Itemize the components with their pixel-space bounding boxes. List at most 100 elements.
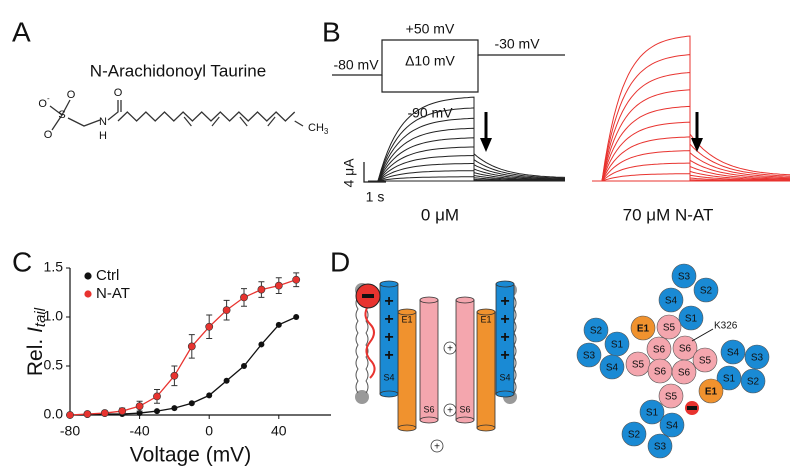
bond [67,117,101,127]
data-point [153,392,161,401]
legend-label: N-AT [96,285,130,302]
y-tick-label: 1.5 [44,259,64,275]
helix-cap [419,296,439,304]
residue-label: K326 [714,321,738,332]
legend-label: Ctrl [96,267,119,284]
scale-label: 1 s [366,189,385,205]
legend-marker [84,272,92,280]
molecule-name: N-Arachidonoyl Taurine [90,61,266,80]
data-point [293,314,300,320]
segment-label: S3 [583,351,596,362]
data-point [171,405,178,412]
subunit-segment [693,277,719,303]
helix-cap [495,390,515,398]
ion-charge: + [447,344,453,355]
data-point [83,410,92,418]
segment-label: S3 [751,353,764,364]
segment-label: S2 [747,377,760,388]
atom-label: H [99,130,107,142]
helix-label: S4 [383,372,394,382]
segment-label: S4 [666,421,679,432]
text-part: Rel. [24,333,47,376]
data-point [100,409,109,417]
caption: 0 μM [421,205,459,224]
scale-label: 4 μA [341,158,357,188]
panel-letter: C [12,246,32,277]
data-point [222,306,231,315]
segment-label: S2 [628,430,641,441]
helix-label: S4 [499,372,510,382]
subunit-segment [716,365,742,391]
subunit-segment [692,347,718,373]
helix-cap [495,280,515,288]
protocol-label: +50 mV [406,21,455,37]
y-tick-label: 1.0 [44,308,64,324]
subunit-segment [740,368,766,394]
series-line [70,316,297,416]
atom-label: N [99,116,107,128]
panel-letter: D [330,246,350,277]
text-part: O [38,98,47,110]
text-part: O [67,89,76,101]
segment-label: S6 [654,367,667,378]
y-axis-label: Rel. Itail [24,307,49,376]
charge: + [500,293,509,310]
current-trace [592,71,791,182]
helix [455,299,475,421]
subunit-segment [720,339,746,365]
panel-letter: A [12,16,31,47]
pointer [691,328,714,342]
ion-charge: + [447,406,453,417]
ion [430,439,444,453]
x-tick-label: -80 [60,423,80,439]
data-point [275,321,282,328]
double-bond [267,116,276,127]
protocol-label: -90 mV [407,105,453,121]
subunit-segment [671,359,697,385]
charge: + [384,293,393,310]
scale-bar [363,162,386,183]
subunit-segment [621,421,647,447]
subunit-segment [671,263,697,289]
caption: 70 μM N-AT [623,205,714,224]
text-part: O [44,129,53,141]
data-point [274,281,283,290]
data-point [240,293,248,302]
text-part: CH [308,122,324,134]
data-point [135,402,144,411]
x-axis-label: Voltage (mV) [130,444,251,467]
double-bond [211,116,220,127]
lipid-head [355,390,369,404]
legend-marker [84,290,92,298]
panel-letter: B [322,16,341,47]
helix-label: E1 [401,314,412,324]
helix-cap [476,424,496,432]
current-trace [368,96,566,182]
arrow [480,138,492,152]
helix-cap [419,416,439,424]
helix-cap [379,280,399,288]
segment-label: S1 [611,340,624,351]
subunit-segment [658,383,684,409]
x-tick-label: -40 [129,423,149,439]
subunit-segment [678,305,704,331]
helix-label: S6 [423,404,434,414]
data-point [66,411,74,419]
data-point [241,363,247,369]
bond [61,99,71,116]
segment-label: S4 [727,348,740,359]
text-part: S [58,109,65,121]
subunit-segment [659,412,685,438]
bond [107,100,119,121]
y-tick-label: 0.0 [44,406,64,422]
charge: + [384,311,393,328]
charge: + [500,329,509,346]
atom-label: S [58,109,65,121]
charge: + [500,311,509,328]
segment-label: S1 [685,314,698,325]
segment-label: E1 [705,387,718,398]
segment-label: S3 [654,442,667,453]
data-point [170,371,179,380]
x-tick-label: 40 [271,423,287,439]
subunit-segment [698,378,724,404]
